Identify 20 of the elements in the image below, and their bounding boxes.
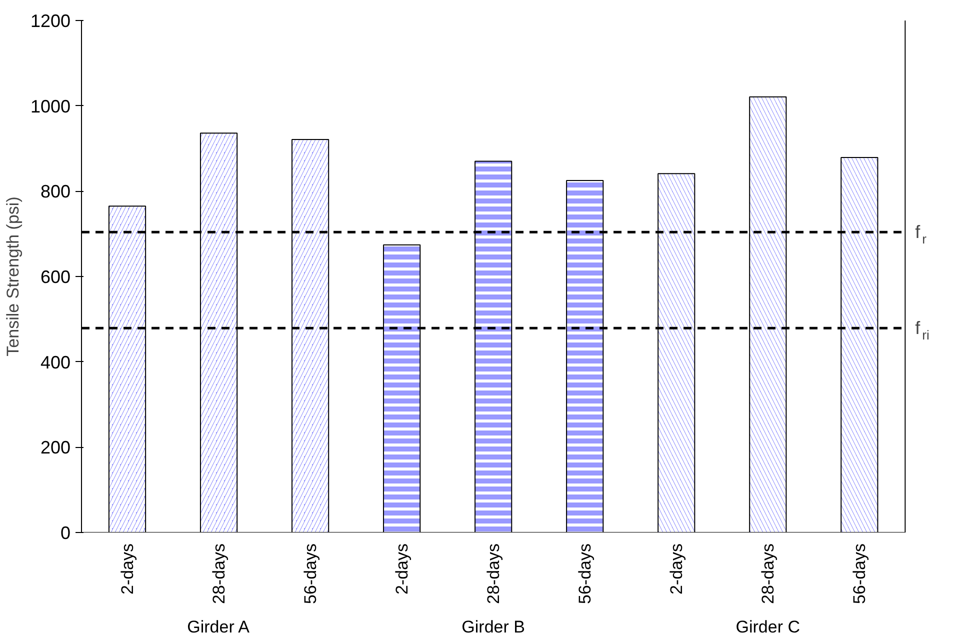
y-tick-label: 1000: [30, 96, 71, 116]
x-tick-label: 56-days: [575, 543, 594, 604]
x-tick-label: 56-days: [300, 543, 320, 604]
y-tick-label: 200: [40, 438, 71, 458]
y-tick-label: 0: [60, 523, 71, 543]
x-tick-label: 28-days: [484, 543, 503, 604]
text: Girder B: [462, 618, 525, 636]
y-tick-label: 400: [40, 352, 71, 372]
x-tick-label: 56-days: [850, 543, 869, 604]
x-tick-label: 2-days: [392, 543, 412, 595]
x-tick-label: 28-days: [209, 543, 228, 604]
x-tick-label: 28-days: [758, 543, 778, 604]
text: Girder A: [187, 618, 250, 636]
y-tick-label: 600: [40, 267, 71, 287]
x-tick-label: 2-days: [118, 543, 137, 595]
y-tick-label: 800: [40, 182, 71, 202]
y-axis-title: Tensile Strength (psi): [3, 196, 22, 356]
y-tick-label: 1200: [30, 11, 71, 31]
x-tick-label: 2-days: [666, 543, 686, 595]
text: Girder C: [736, 618, 800, 636]
